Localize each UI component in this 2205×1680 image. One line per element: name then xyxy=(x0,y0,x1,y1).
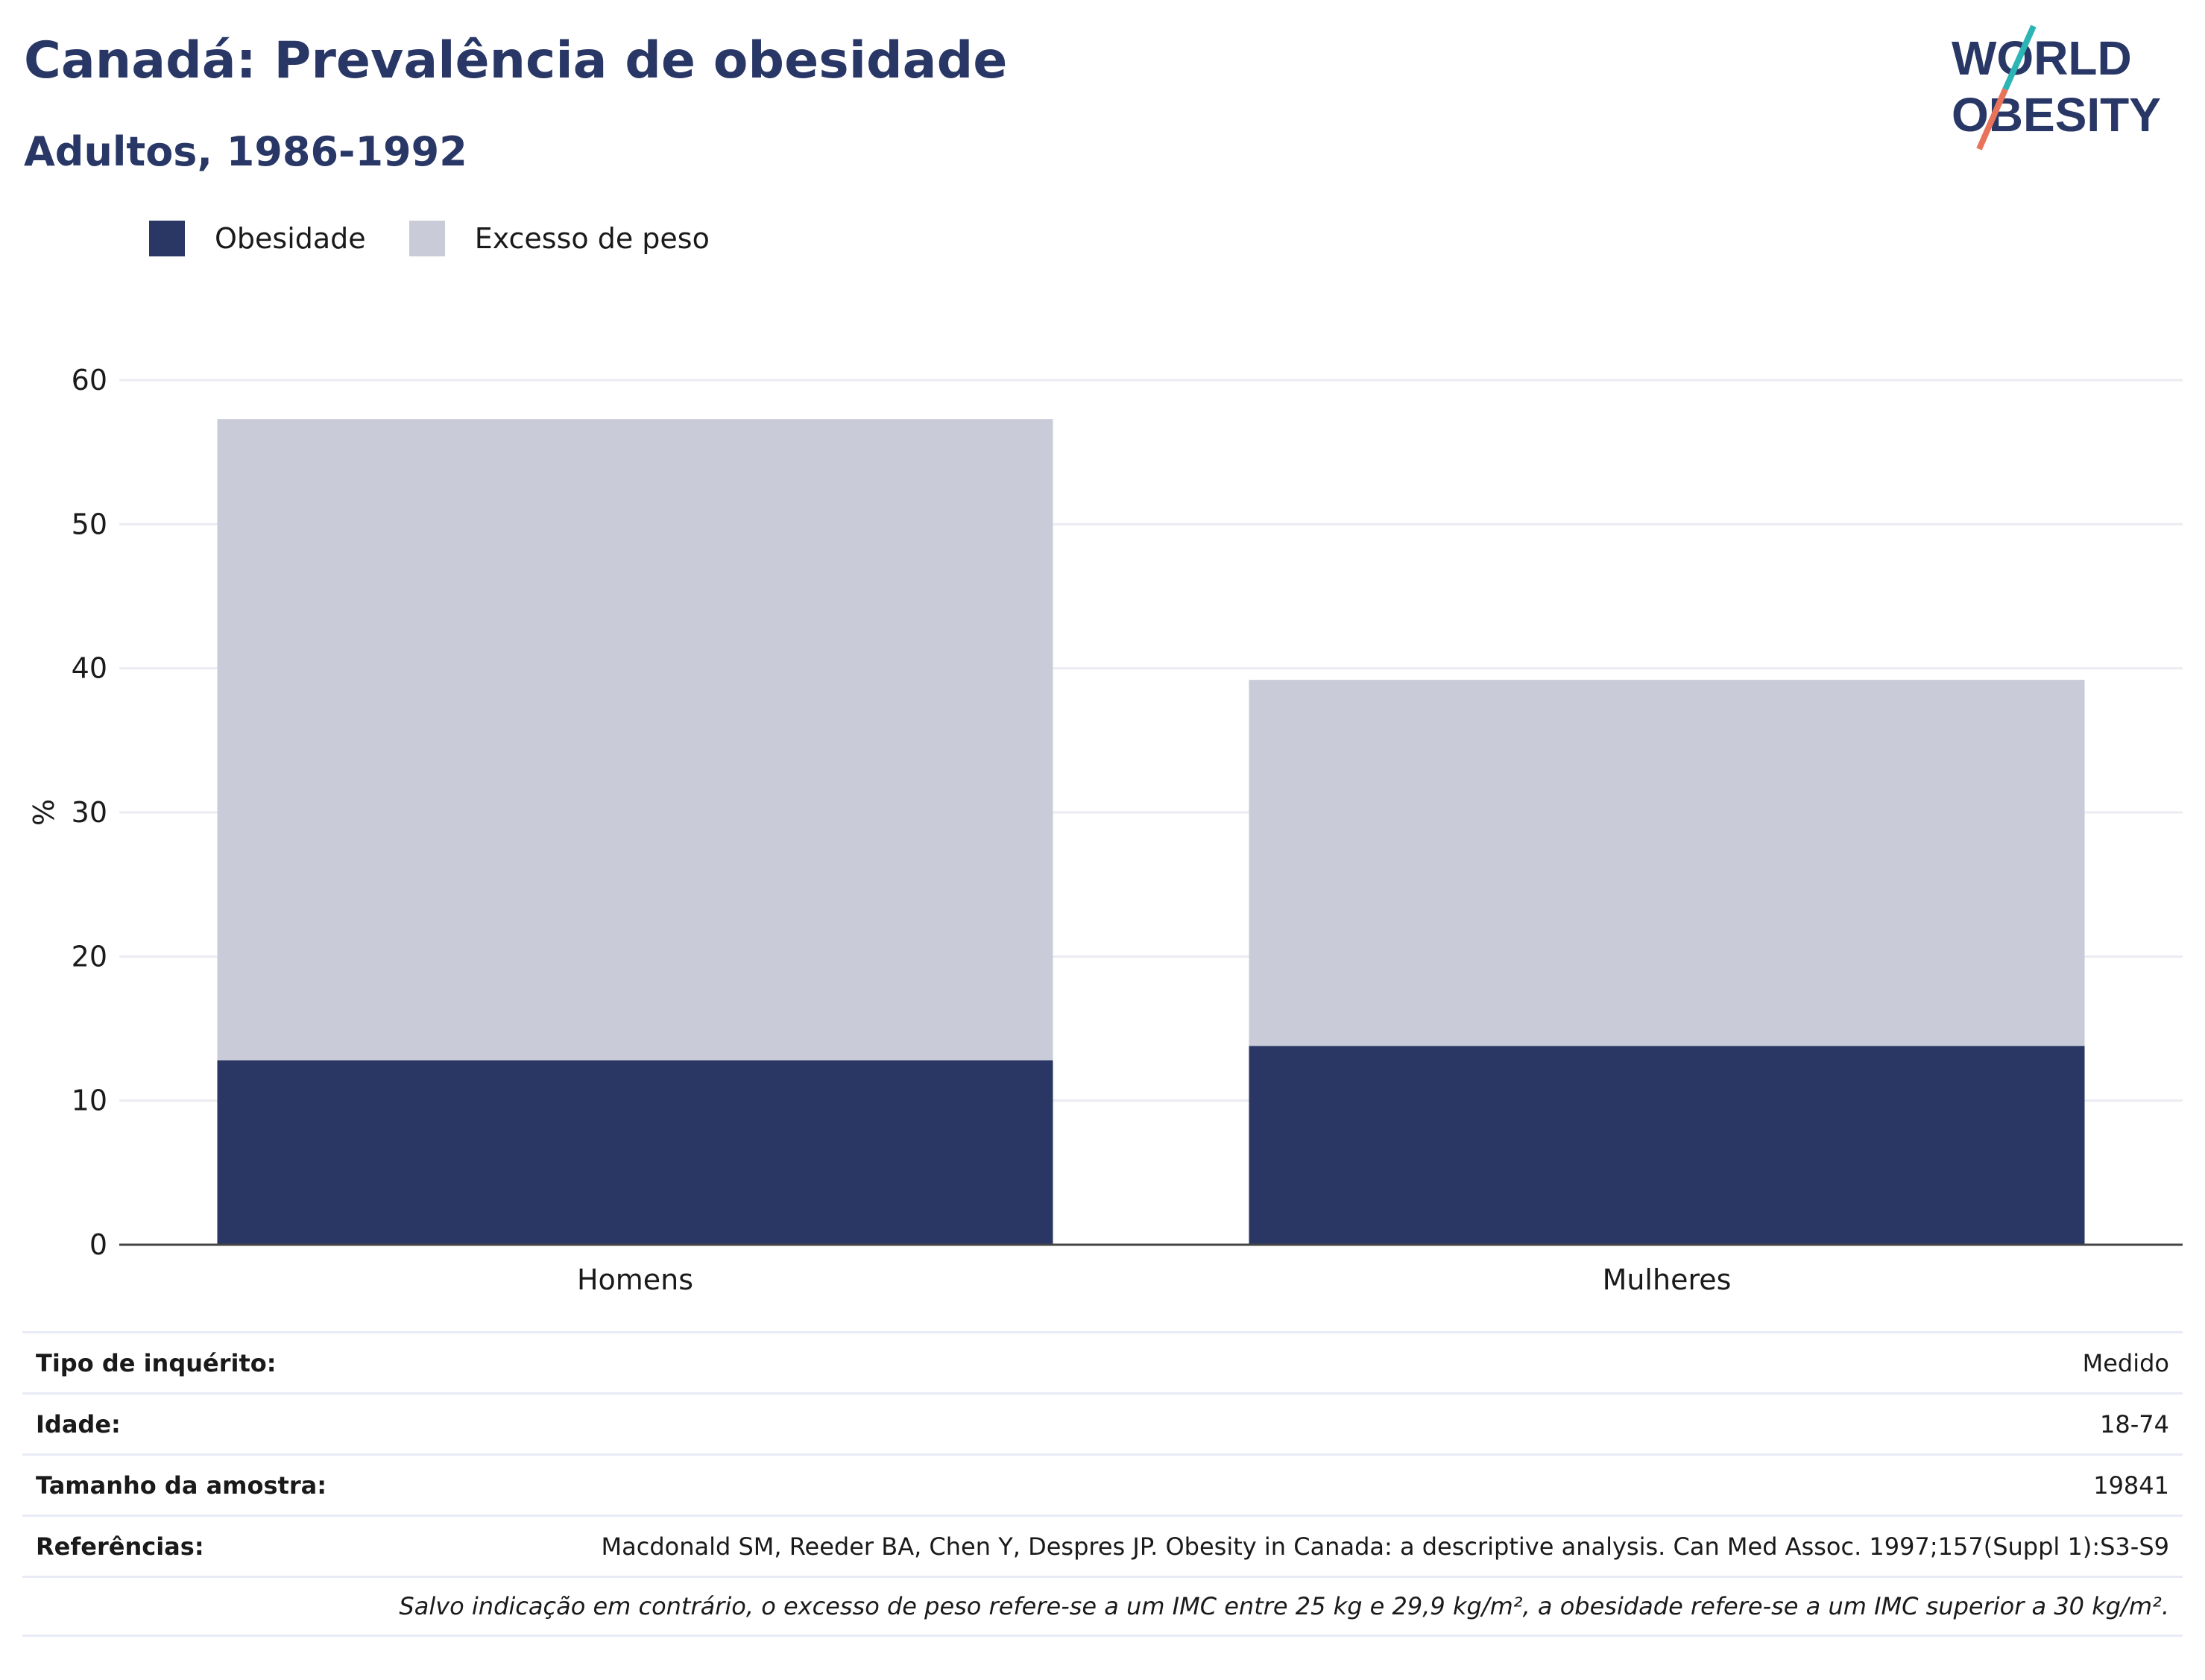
meta-row-references: Referências: Macdonald SM, Reeder BA, Ch… xyxy=(22,1515,2183,1576)
x-tick-label: Homens xyxy=(577,1263,693,1296)
legend-label-excesso-de-peso: Excesso de peso xyxy=(474,222,710,255)
y-tick-label: 40 xyxy=(72,652,107,685)
legend-swatch-excesso-de-peso xyxy=(408,221,445,256)
x-tick-label: Mulheres xyxy=(1603,1263,1732,1296)
y-tick-label: 60 xyxy=(72,364,107,397)
meta-row-age: Idade: 18-74 xyxy=(22,1392,2183,1453)
chart-legend: Obesidade Excesso de peso xyxy=(149,221,753,256)
page-title: Canadá: Prevalência de obesidade xyxy=(24,31,1008,90)
meta-value: Medido xyxy=(2082,1348,2169,1377)
metadata-table: Tipo de inquérito: Medido Idade: 18-74 T… xyxy=(22,1331,2183,1637)
y-tick-label: 10 xyxy=(72,1084,107,1117)
svg-text:WORLD: WORLD xyxy=(1952,31,2132,85)
meta-value: 19841 xyxy=(2093,1471,2169,1500)
y-tick-label: 20 xyxy=(72,940,107,973)
bar-obesidade-homens xyxy=(217,1060,1053,1245)
bar-obesidade-mulheres xyxy=(1249,1046,2085,1245)
y-tick-label: 30 xyxy=(72,796,107,829)
stacked-bar-chart: 0 10 20 30 40 50 60% Homens Mulheres xyxy=(28,364,2183,1296)
y-axis-title: % xyxy=(28,799,60,826)
legend-item-excesso-de-peso[interactable]: Excesso de peso xyxy=(408,221,710,256)
bar-excesso-de-peso-homens xyxy=(217,419,1053,1061)
legend-item-obesidade[interactable]: Obesidade xyxy=(149,221,366,256)
y-tick-label: 50 xyxy=(72,508,107,540)
bar-excesso-de-peso-mulheres xyxy=(1249,680,2085,1046)
meta-label: Referências: xyxy=(36,1532,204,1561)
meta-row-sample-size: Tamanho da amostra: 19841 xyxy=(22,1453,2183,1515)
meta-value: 18-74 xyxy=(2100,1409,2169,1439)
footnote: Salvo indicação em contrário, o excesso … xyxy=(399,1592,2169,1620)
meta-label: Tipo de inquérito: xyxy=(36,1348,277,1377)
meta-row-survey-type: Tipo de inquérito: Medido xyxy=(22,1331,2183,1392)
legend-label-obesidade: Obesidade xyxy=(215,222,366,255)
meta-value: Macdonald SM, Reeder BA, Chen Y, Despres… xyxy=(601,1532,2170,1561)
legend-swatch-obesidade xyxy=(149,221,185,256)
meta-row-note: Salvo indicação em contrário, o excesso … xyxy=(22,1576,2183,1637)
world-obesity-logo: WORLD OBESITY xyxy=(1952,25,2161,151)
y-tick-label: 0 xyxy=(89,1228,107,1261)
page-subtitle: Adultos, 1986-1992 xyxy=(24,128,467,175)
meta-label: Idade: xyxy=(36,1409,121,1439)
meta-label: Tamanho da amostra: xyxy=(36,1471,327,1500)
